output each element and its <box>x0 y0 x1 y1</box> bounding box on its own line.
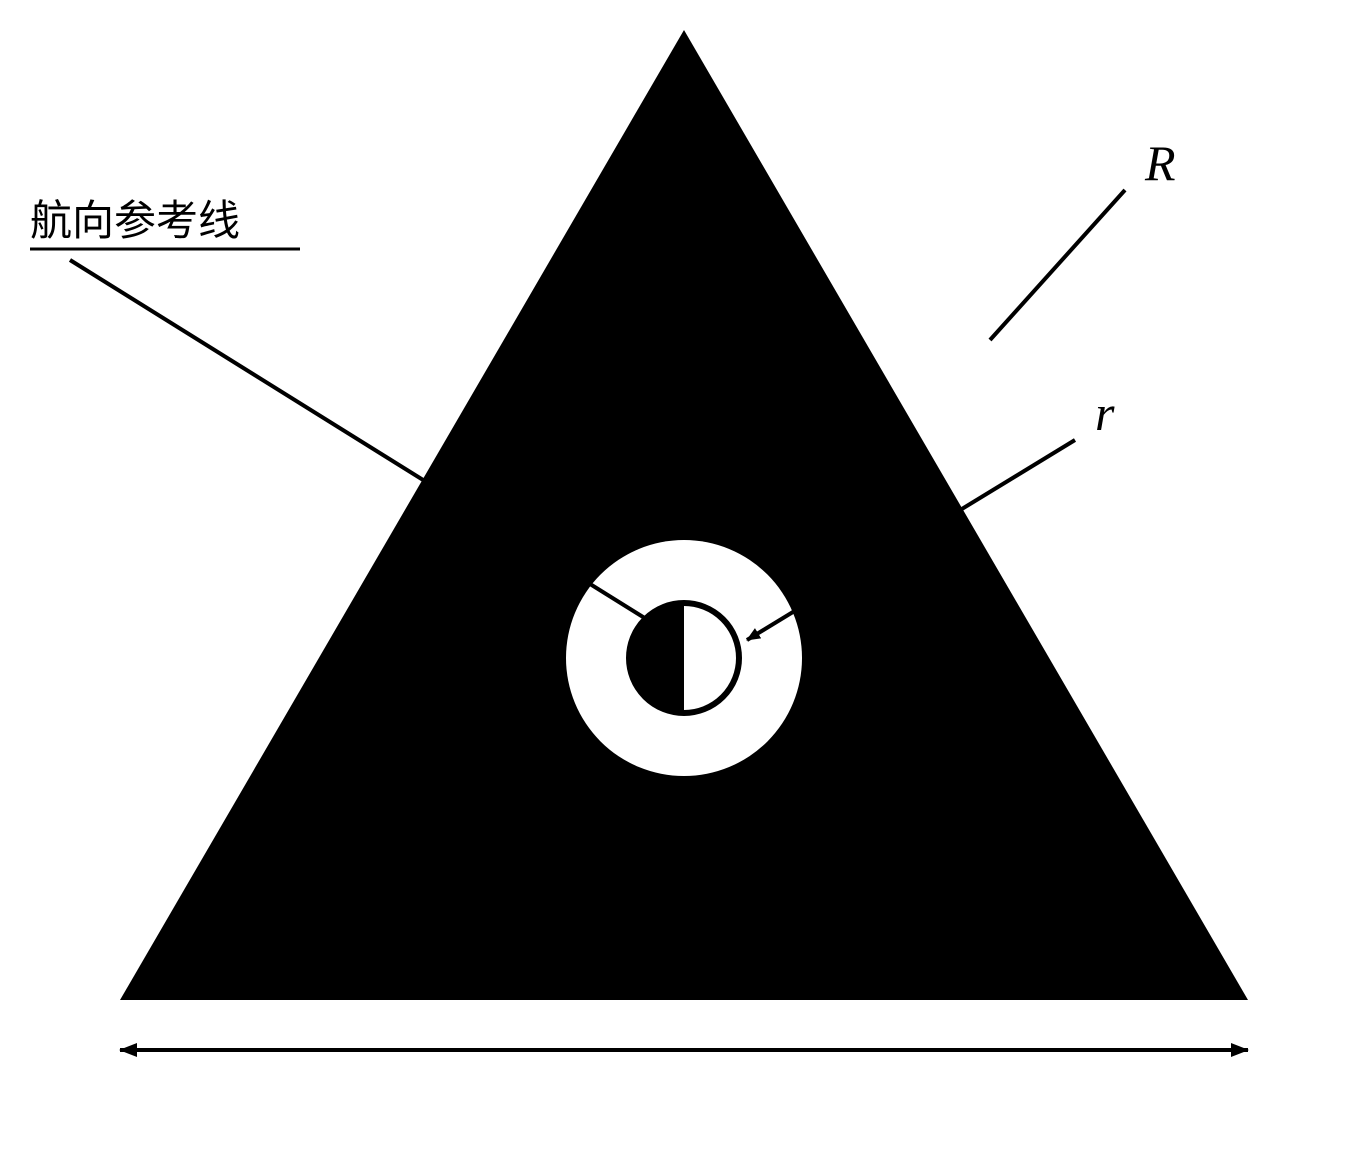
label-heading-ref: 航向参考线 <box>30 198 240 245</box>
label-R: R <box>1144 135 1176 191</box>
label-r: r <box>1095 385 1115 441</box>
main-triangle <box>120 30 1248 1000</box>
leader-R <box>990 190 1125 340</box>
